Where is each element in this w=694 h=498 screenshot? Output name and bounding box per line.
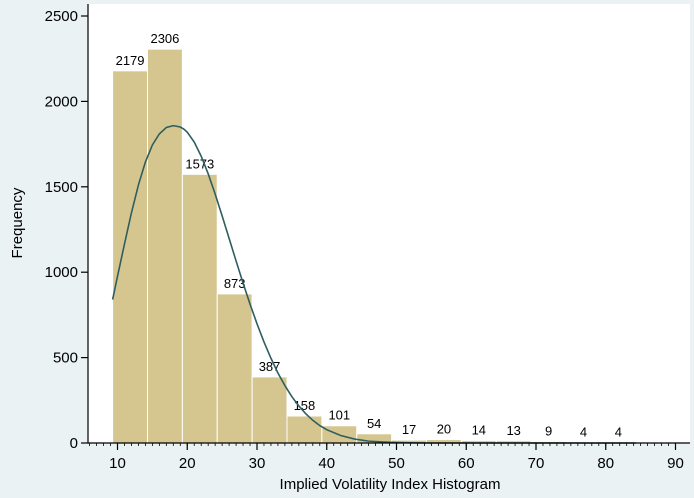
histogram-bar <box>181 173 218 444</box>
x-tick-label: 80 <box>597 455 614 472</box>
bar-value-label: 4 <box>580 424 587 439</box>
y-axis-label: Frequency <box>9 187 26 258</box>
histogram-bar <box>251 376 288 444</box>
bar-value-label: 17 <box>402 422 416 437</box>
histogram-bar <box>286 415 323 444</box>
histogram-bar <box>112 70 148 444</box>
x-tick-label: 50 <box>388 455 405 472</box>
x-tick-label: 10 <box>109 455 126 472</box>
x-tick-label: 30 <box>249 455 266 472</box>
bar-value-label: 158 <box>294 398 316 413</box>
x-tick-label: 90 <box>667 455 684 472</box>
bars-group <box>112 48 637 444</box>
x-tick-label: 60 <box>458 455 475 472</box>
bar-value-label: 14 <box>472 423 486 438</box>
bar-value-label: 2179 <box>116 53 145 68</box>
y-tick-label: 1500 <box>45 179 78 196</box>
y-tick-label: 2500 <box>45 8 78 25</box>
bar-value-label: 20 <box>437 422 451 437</box>
histogram-bar <box>216 293 253 444</box>
bar-value-label: 387 <box>259 359 281 374</box>
histogram-bar <box>146 48 183 444</box>
bar-value-label: 101 <box>328 408 350 423</box>
x-ticks-group: 10 20 30 40 50 60 70 80 90 <box>109 443 684 472</box>
bar-value-label: 1573 <box>185 156 214 171</box>
bar-value-label: 13 <box>506 423 520 438</box>
y-ticks-group: 0 500 1000 1500 2000 2500 <box>45 8 88 452</box>
bar-value-label: 9 <box>545 423 552 438</box>
bar-value-label: 2306 <box>150 31 179 46</box>
bar-value-label: 54 <box>367 416 381 431</box>
y-tick-label: 1000 <box>45 264 78 281</box>
bar-labels-group: 2179 2306 1573 873 387 158 101 54 17 20 14 13 9 4 4 <box>116 31 622 439</box>
y-tick-label: 0 <box>70 435 78 452</box>
x-tick-label: 20 <box>179 455 196 472</box>
x-axis-label: Implied Volatility Index Histogram <box>280 476 501 493</box>
bar-value-label: 873 <box>224 276 246 291</box>
bar-value-label: 4 <box>615 424 622 439</box>
x-tick-label: 40 <box>318 455 335 472</box>
y-tick-label: 500 <box>53 350 78 367</box>
y-tick-label: 2000 <box>45 93 78 110</box>
x-tick-label: 70 <box>528 455 545 472</box>
